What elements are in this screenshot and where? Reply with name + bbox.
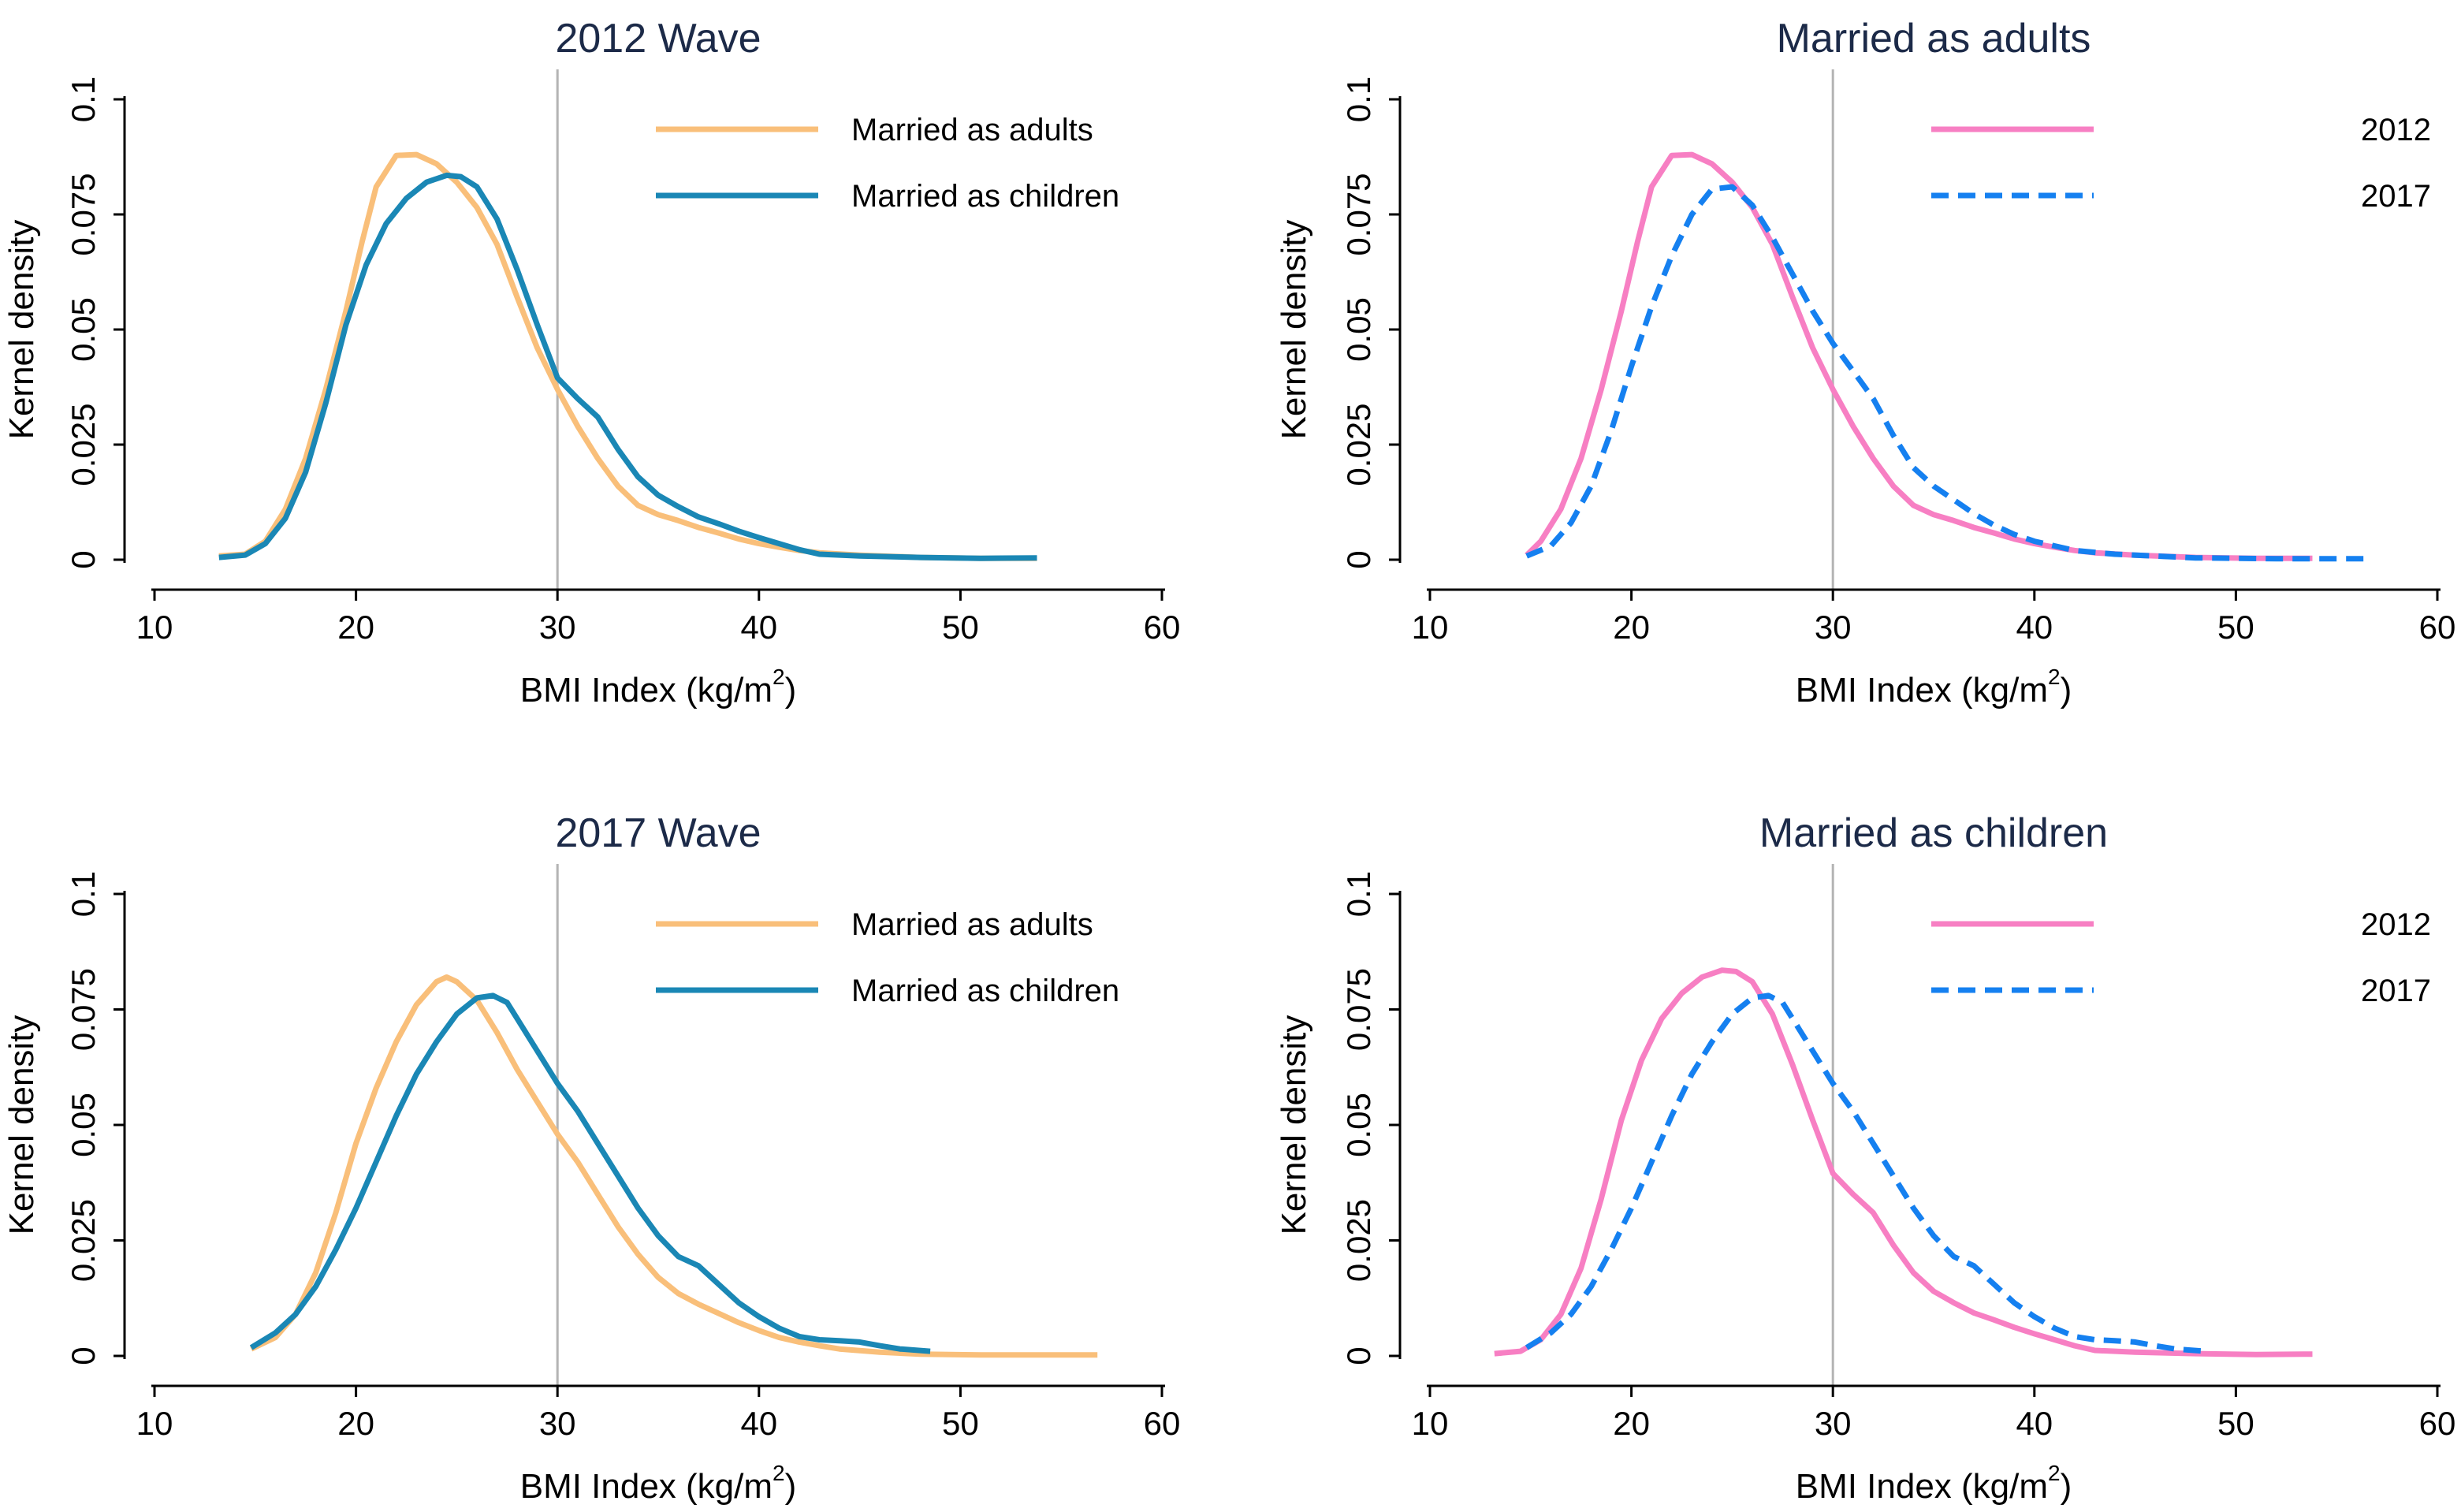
y-axis-label: Kernel density bbox=[1275, 1015, 1313, 1235]
x-tick-label: 60 bbox=[1144, 1405, 1181, 1442]
chart-panel-4: Married as children 10 20 30 40 50 60 0 0.025 0.0… bbox=[1275, 810, 2455, 1506]
series-line-2 bbox=[1525, 992, 2206, 1354]
legend-label: Married as children bbox=[851, 974, 1119, 1008]
y-tick-label: 0.1 bbox=[65, 76, 102, 122]
x-axis-label-superscript: 2 bbox=[773, 665, 785, 689]
x-tick-label: 20 bbox=[337, 609, 374, 646]
x-tick-label: 40 bbox=[2016, 1405, 2053, 1442]
series-line-2 bbox=[249, 992, 931, 1354]
x-tick-label: 20 bbox=[1613, 609, 1650, 646]
y-tick-label: 0 bbox=[65, 1346, 102, 1365]
x-tick-label: 50 bbox=[942, 1405, 979, 1442]
x-tick-label: 30 bbox=[1815, 609, 1852, 646]
x-tick-label: 60 bbox=[1144, 609, 1181, 646]
y-tick-label: 0.025 bbox=[65, 403, 102, 486]
y-tick-label: 0.05 bbox=[65, 1093, 102, 1157]
y-tick-label: 0.1 bbox=[1340, 871, 1377, 917]
y-tick-label: 0.025 bbox=[1340, 1199, 1377, 1282]
legend-label: 2012 bbox=[2361, 907, 2431, 942]
chart-title: Married as children bbox=[1759, 810, 2108, 856]
x-tick-label: 30 bbox=[539, 609, 576, 646]
chart-title: 2012 Wave bbox=[555, 16, 761, 61]
series-line-1 bbox=[1525, 151, 2313, 561]
chart-panel-3: 2017 Wave 10 20 30 40 50 60 0 0.025 0.05 0.075 0.1 B… bbox=[2, 810, 1180, 1506]
x-tick-label: 40 bbox=[740, 609, 777, 646]
x-tick-label: 50 bbox=[942, 609, 979, 646]
x-tick-label: 50 bbox=[2217, 1405, 2254, 1442]
x-tick-label: 10 bbox=[136, 609, 173, 646]
x-tick-label: 20 bbox=[1613, 1405, 1650, 1442]
x-axis-label-close: ) bbox=[785, 671, 797, 709]
y-tick-label: 0 bbox=[65, 550, 102, 568]
x-tick-label: 30 bbox=[1815, 1405, 1852, 1442]
x-tick-label: 30 bbox=[539, 1405, 576, 1442]
series-line-1 bbox=[1494, 967, 2313, 1357]
chart-panel-1: 2012 Wave 10 20 30 40 50 60 0 0.025 0.05 0.075 0.1 B… bbox=[2, 16, 1180, 709]
legend-label: Married as children bbox=[851, 179, 1119, 214]
x-axis-label-superscript: 2 bbox=[773, 1461, 785, 1485]
x-tick-label: 10 bbox=[1412, 1405, 1449, 1442]
x-tick-label: 40 bbox=[740, 1405, 777, 1442]
y-tick-label: 0.075 bbox=[65, 173, 102, 255]
x-tick-label: 10 bbox=[136, 1405, 173, 1442]
legend-label: 2017 bbox=[2361, 179, 2431, 214]
legend-label: 2017 bbox=[2361, 974, 2431, 1008]
series-line-1 bbox=[250, 974, 1098, 1358]
x-axis-label: BMI Index (kg/m2) bbox=[1796, 665, 2072, 709]
legend-label: 2012 bbox=[2361, 113, 2431, 147]
chart-panel-2: Married as adults 10 20 30 40 50 60 0 0.025 0.05 0… bbox=[1275, 16, 2455, 709]
x-tick-label: 40 bbox=[2016, 609, 2053, 646]
x-tick-label: 60 bbox=[2419, 1405, 2456, 1442]
y-tick-label: 0.075 bbox=[1340, 173, 1377, 255]
y-tick-label: 0.025 bbox=[65, 1199, 102, 1282]
x-axis-label-text: BMI Index (kg/m bbox=[520, 1467, 773, 1506]
y-tick-label: 0.05 bbox=[1340, 297, 1377, 362]
y-tick-label: 0.025 bbox=[1340, 403, 1377, 486]
y-tick-label: 0.05 bbox=[1340, 1093, 1377, 1157]
y-tick-label: 0.075 bbox=[1340, 968, 1377, 1051]
legend-label: Married as adults bbox=[851, 113, 1093, 147]
y-tick-label: 0.1 bbox=[65, 871, 102, 917]
series-line-1 bbox=[218, 151, 1037, 561]
x-axis-label-superscript: 2 bbox=[2048, 665, 2061, 689]
y-tick-label: 0 bbox=[1340, 550, 1377, 568]
chart-title: Married as adults bbox=[1777, 16, 2091, 61]
x-tick-label: 20 bbox=[337, 1405, 374, 1442]
x-axis-label-text: BMI Index (kg/m bbox=[1796, 671, 2048, 709]
y-tick-label: 0 bbox=[1340, 1346, 1377, 1365]
x-axis-label-close: ) bbox=[2061, 671, 2072, 709]
x-tick-label: 60 bbox=[2419, 609, 2456, 646]
x-axis-label-text: BMI Index (kg/m bbox=[1796, 1467, 2048, 1506]
x-axis-label-close: ) bbox=[2061, 1467, 2072, 1506]
y-axis-label: Kernel density bbox=[2, 220, 41, 440]
series-line-2 bbox=[218, 172, 1037, 561]
legend-label: Married as adults bbox=[851, 907, 1093, 942]
x-axis-label-close: ) bbox=[785, 1467, 797, 1506]
x-axis-label-superscript: 2 bbox=[2048, 1461, 2061, 1485]
y-tick-label: 0.05 bbox=[65, 297, 102, 362]
y-tick-label: 0.1 bbox=[1340, 76, 1377, 122]
x-axis-label-text: BMI Index (kg/m bbox=[520, 671, 773, 709]
x-axis-label: BMI Index (kg/m2) bbox=[1796, 1461, 2072, 1506]
x-axis-label: BMI Index (kg/m2) bbox=[520, 1461, 797, 1506]
y-axis-label: Kernel density bbox=[2, 1015, 41, 1235]
chart-title: 2017 Wave bbox=[555, 810, 761, 856]
series-line-2 bbox=[1525, 184, 2374, 562]
y-tick-label: 0.075 bbox=[65, 968, 102, 1051]
x-tick-label: 10 bbox=[1412, 609, 1449, 646]
x-axis-label: BMI Index (kg/m2) bbox=[520, 665, 797, 709]
x-tick-label: 50 bbox=[2217, 609, 2254, 646]
y-axis-label: Kernel density bbox=[1275, 220, 1313, 440]
